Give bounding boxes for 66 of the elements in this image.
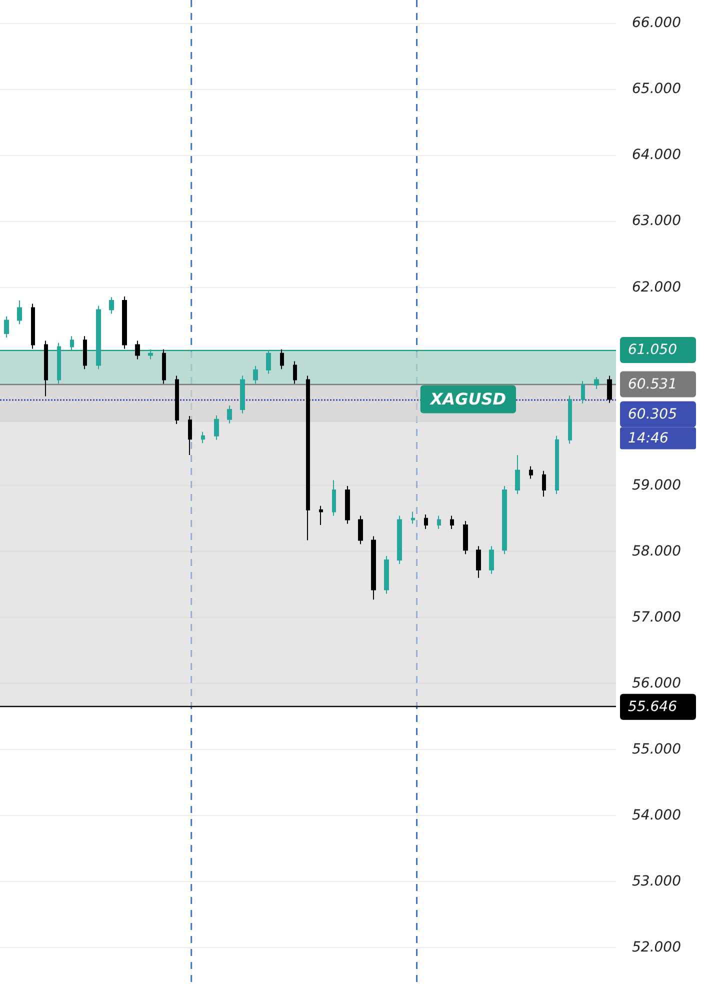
candlestick [148,348,153,360]
y-tick-label: 52.000 [632,940,682,956]
y-tick-label: 64.000 [632,147,682,164]
y-tick-label: 66.000 [632,15,682,32]
candlestick [135,340,140,360]
candlestick [555,435,559,494]
candlestick [515,454,520,494]
candlestick [253,365,258,384]
annotation: XAGUSD [429,390,506,409]
text: 14:46 [628,430,668,446]
y-tick-label: 58.000 [632,543,682,560]
candlestick [70,336,74,352]
y-tick-label: 62.000 [632,279,682,296]
y-tick-label: 65.000 [632,81,682,98]
candlestick [122,296,127,350]
candlestick [463,520,468,555]
y-tick-label: 57.000 [632,609,682,626]
ref-line-label: 55.646 [628,698,678,715]
candlestick [175,375,179,424]
candlestick [411,511,415,524]
y-tick-label: 59.000 [632,477,682,494]
candlestick [397,515,402,564]
y-tick-label: 55.000 [632,742,682,758]
candlestick [358,515,363,545]
ref-line-label: 60.305 [628,406,678,422]
candlestick [529,466,533,480]
candlestick [96,305,101,370]
ref-line-label: 60.531 [628,376,677,392]
candlestick [424,514,428,530]
candlestick [384,556,389,594]
candlestick [201,431,205,444]
candlestick [568,395,572,444]
candlestick [306,375,310,541]
candlestick [227,404,232,424]
candlestick [607,375,612,404]
candlestick [44,340,48,397]
candlestick [332,480,336,516]
candlestick [240,375,245,414]
y-tick-label: 63.000 [632,213,682,230]
candlestick [476,546,481,578]
candlestick [345,486,350,524]
candlestick [450,515,454,530]
candlestick [109,296,114,314]
candlestick [542,470,546,498]
candlestick [371,536,376,600]
candlestick [188,416,192,456]
candlestick [280,348,284,370]
ref-line-label: 61.050 [628,342,678,358]
candlestick [293,360,297,384]
candlestick [319,505,323,526]
y-tick-label: 56.000 [632,676,682,692]
candlestick [4,316,9,338]
y-tick-label: 54.000 [632,808,682,824]
y-tick-label: 53.000 [632,874,682,890]
candlestick [162,348,166,384]
candlestick [214,414,219,440]
candlestick [581,380,585,404]
candlestick [489,546,494,574]
candlestick [17,300,22,325]
candlestick [594,376,599,390]
candlestick [437,515,441,530]
candlestick [266,350,271,374]
candlestick [83,336,87,370]
candlestick [31,303,35,350]
candlestick [57,342,61,384]
candlestick [502,486,507,555]
